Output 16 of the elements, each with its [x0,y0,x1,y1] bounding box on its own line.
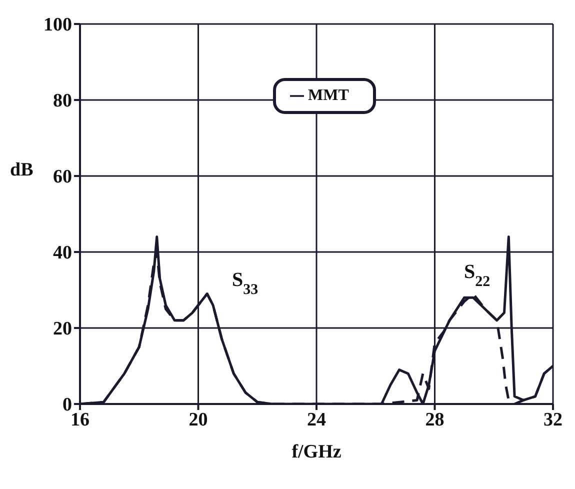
x-tick-label: 24 [307,409,326,430]
y-tick-label: 20 [53,318,72,340]
y-tick-label: 0 [62,394,72,416]
legend-label: MMT [308,87,349,104]
y-axis-title: dB [10,160,34,181]
annotation: S$_{33}$ [232,269,258,298]
x-axis-title: f/GHz [292,441,342,462]
y-tick-label: 60 [53,166,72,188]
x-tick-label: 32 [544,409,562,430]
y-tick-label: 40 [53,242,72,264]
y-tick-label: 80 [53,90,72,112]
x-tick-label: 28 [425,409,444,430]
annotation: S$_{22}$ [464,261,490,290]
x-tick-label: 16 [70,409,90,430]
y-tick-label: 100 [44,14,72,36]
x-tick-label: 20 [188,409,208,430]
